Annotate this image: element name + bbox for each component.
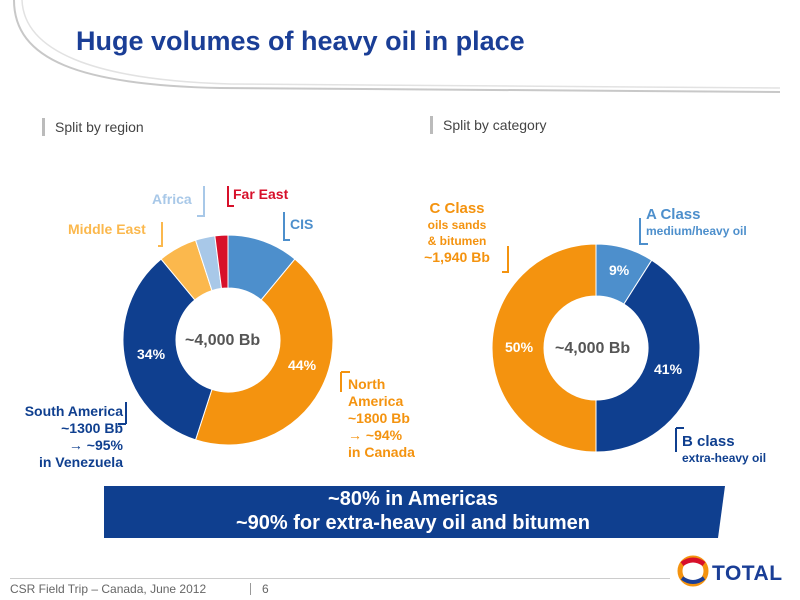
callout-south-america-line: ~1300 Bb [61,420,123,436]
callout-south-america-line: → ~95% [68,437,123,453]
donut-slice-c-class [491,243,597,453]
summary-banner: ~80% in Americas ~90% for extra-heavy oi… [103,484,723,538]
callout-b-class-line: extra-heavy oil [682,451,767,465]
banner-background [104,486,725,538]
data-label-c-class: 50% [505,339,534,355]
banner-line-2: ~90% for extra-heavy oil and bitumen [236,512,590,534]
page-title: Huge volumes of heavy oil in place [76,26,525,56]
callout-c-class: C Class oils sands & bitumen ~1,940 Bb [412,200,502,266]
section-label-category: Split by category [430,116,547,134]
callout-south-america-line: in Venezuela [38,454,123,470]
callout-b-class: B class extra-heavy oil [682,433,766,466]
section-label-region: Split by region [42,118,144,136]
callout-a-class-title: A Class [646,206,701,223]
callout-a-class-line: medium/heavy oil [646,224,747,238]
banner-line-1: ~80% in Americas [328,488,498,510]
callout-b-class-title: B class [682,433,735,450]
donut-slice-far-east [214,234,229,289]
donut-slice-south-america [122,258,213,441]
data-label-south-america: 34% [137,346,166,362]
data-label-a-class: 9% [609,262,630,278]
callout-north-america-line: North [348,376,386,392]
callout-cis: CIS [290,216,314,232]
callout-north-america-line: America [348,393,404,409]
center-label-region: ~4,000 Bb [185,332,261,349]
total-logo-text: TOTAL [712,562,783,585]
callout-c-class-line: oils sands [427,218,487,232]
callout-south-america-line: South America [24,403,123,419]
footer-text: CSR Field Trip – Canada, June 2012 [10,582,207,596]
callout-north-america-line: ~1800 Bb [348,410,410,426]
callout-north-america-line: → ~94% [348,427,403,443]
footer-divider [10,578,670,579]
footer-separator [250,583,251,595]
callout-c-class-value: ~1,940 Bb [424,249,490,265]
callout-c-class-line: & bitumen [427,234,487,248]
callout-far-east: Far East [233,186,289,202]
callout-north-america-line: in Canada [348,444,415,460]
callout-c-class-title: C Class [429,200,485,217]
callout-middle-east: Middle East [68,221,146,237]
total-logo-icon [677,555,709,587]
callout-south-america: South America ~1300 Bb → ~95% in Venezue… [10,403,123,471]
callout-africa: Africa [152,191,192,207]
callout-a-class: A Class medium/heavy oil [646,206,747,239]
data-label-b-class: 41% [654,361,683,377]
data-label-north-america: 44% [288,357,317,373]
center-label-category: ~4,000 Bb [555,340,631,357]
page-number: 6 [262,582,269,596]
callout-north-america: North America ~1800 Bb → ~94% in Canada [348,376,415,461]
header-swoosh [13,0,781,93]
donut-slice-north-america [194,258,334,446]
donut-slice-b-class [595,259,701,453]
